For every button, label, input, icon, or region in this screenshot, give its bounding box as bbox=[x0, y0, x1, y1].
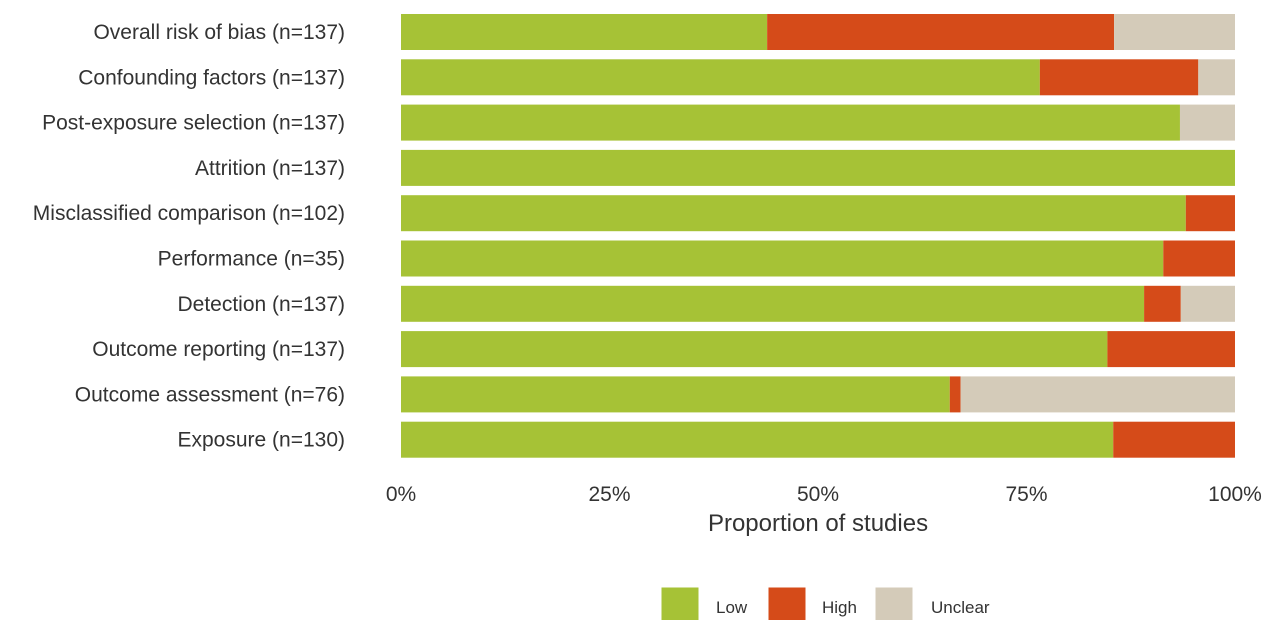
bar-low-1 bbox=[401, 59, 1040, 96]
bar-unclear-8 bbox=[960, 376, 1235, 413]
category-label: Outcome reporting (n=137) bbox=[92, 338, 345, 361]
bar-low-5 bbox=[401, 240, 1164, 277]
category-label: Overall risk of bias (n=137) bbox=[93, 21, 345, 44]
bar-unclear-6 bbox=[1180, 285, 1235, 322]
bar-high-0 bbox=[767, 14, 1115, 50]
category-label: Attrition (n=137) bbox=[195, 157, 345, 180]
bar-low-3 bbox=[401, 149, 1235, 186]
legend-swatch-unclear bbox=[874, 586, 914, 620]
bar-high-6 bbox=[1144, 285, 1181, 322]
legend-swatch-high bbox=[767, 586, 807, 620]
category-label: Confounding factors (n=137) bbox=[78, 66, 345, 89]
category-label: Misclassified comparison (n=102) bbox=[33, 202, 345, 225]
bar-high-8 bbox=[949, 376, 961, 413]
category-label: Outcome assessment (n=76) bbox=[75, 383, 345, 406]
x-tick-label: 50% bbox=[797, 483, 839, 506]
category-label: Performance (n=35) bbox=[158, 248, 345, 271]
x-tick-labels: 0% 25% 50% 75% 100% bbox=[386, 483, 1262, 506]
bar-high-5 bbox=[1163, 240, 1235, 277]
legend-label-low: Low bbox=[716, 598, 748, 617]
bar-low-7 bbox=[401, 331, 1108, 368]
bar-high-9 bbox=[1113, 421, 1235, 458]
x-axis-title: Proportion of studies bbox=[708, 510, 928, 537]
bar-high-4 bbox=[1185, 195, 1235, 232]
bar-unclear-0 bbox=[1114, 14, 1235, 50]
legend-label-high: High bbox=[822, 598, 857, 617]
legend: Low High Unclear bbox=[660, 586, 990, 620]
bar-high-1 bbox=[1039, 59, 1199, 96]
category-labels: Overall risk of bias (n=137) Confounding … bbox=[33, 21, 345, 452]
x-tick-label: 0% bbox=[386, 483, 416, 506]
bar-low-6 bbox=[401, 285, 1145, 322]
category-label: Exposure (n=130) bbox=[177, 429, 345, 452]
category-label: Detection (n=137) bbox=[177, 293, 345, 316]
x-tick-label: 75% bbox=[1005, 483, 1047, 506]
bar-low-8 bbox=[401, 376, 950, 413]
bar-low-2 bbox=[401, 104, 1180, 141]
bar-low-9 bbox=[401, 421, 1114, 458]
bar-unclear-2 bbox=[1179, 104, 1235, 141]
legend-label-unclear: Unclear bbox=[931, 598, 990, 617]
x-tick-label: 25% bbox=[588, 483, 630, 506]
x-tick-label: 100% bbox=[1208, 483, 1262, 506]
bar-high-7 bbox=[1107, 331, 1235, 368]
bar-low-4 bbox=[401, 195, 1186, 232]
bar-unclear-1 bbox=[1198, 59, 1235, 96]
legend-swatch-low bbox=[660, 586, 700, 620]
bar-low-0 bbox=[401, 14, 768, 50]
category-label: Post-exposure selection (n=137) bbox=[42, 112, 345, 135]
bars-group bbox=[401, 14, 1235, 458]
